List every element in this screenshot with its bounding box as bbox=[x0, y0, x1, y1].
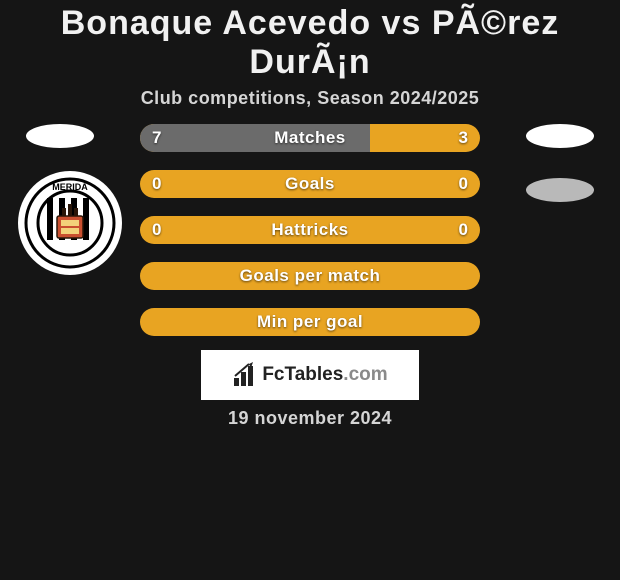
page-title: Bonaque Acevedo vs PÃ©rez DurÃ¡n bbox=[0, 0, 620, 82]
player-right-avatar bbox=[526, 124, 594, 148]
stat-row: 0 0 Goals bbox=[140, 170, 480, 198]
page-subtitle: Club competitions, Season 2024/2025 bbox=[0, 88, 620, 109]
attribution-name: FcTables bbox=[262, 364, 343, 385]
stat-label: Hattricks bbox=[271, 220, 348, 240]
stat-value-left: 7 bbox=[152, 128, 161, 148]
stat-label: Min per goal bbox=[257, 312, 363, 332]
player-left-avatar bbox=[26, 124, 94, 148]
stat-label: Matches bbox=[274, 128, 346, 148]
stat-label: Goals bbox=[285, 174, 335, 194]
stat-value-left: 0 bbox=[152, 220, 161, 240]
attribution-text: FcTables.com bbox=[262, 364, 387, 386]
stat-row: Goals per match bbox=[140, 262, 480, 290]
stat-row: 7 3 Matches bbox=[140, 124, 480, 152]
attribution-suffix: .com bbox=[343, 364, 387, 385]
club-badge-left: MERIDA bbox=[15, 168, 125, 278]
stat-value-left: 0 bbox=[152, 174, 161, 194]
stat-value-right: 0 bbox=[459, 174, 468, 194]
stats-table: 7 3 Matches 0 0 Goals 0 0 Hattricks Goals per mat… bbox=[140, 124, 480, 354]
attribution-logo-icon bbox=[232, 362, 258, 388]
stat-value-right: 0 bbox=[459, 220, 468, 240]
stat-label: Goals per match bbox=[240, 266, 381, 286]
date-label: 19 november 2024 bbox=[0, 408, 620, 429]
stat-value-right: 3 bbox=[459, 128, 468, 148]
stat-row: 0 0 Hattricks bbox=[140, 216, 480, 244]
attribution-box: FcTables.com bbox=[201, 350, 419, 400]
svg-text:MERIDA: MERIDA bbox=[52, 182, 88, 192]
player-right-avatar-secondary bbox=[526, 178, 594, 202]
stat-row: Min per goal bbox=[140, 308, 480, 336]
